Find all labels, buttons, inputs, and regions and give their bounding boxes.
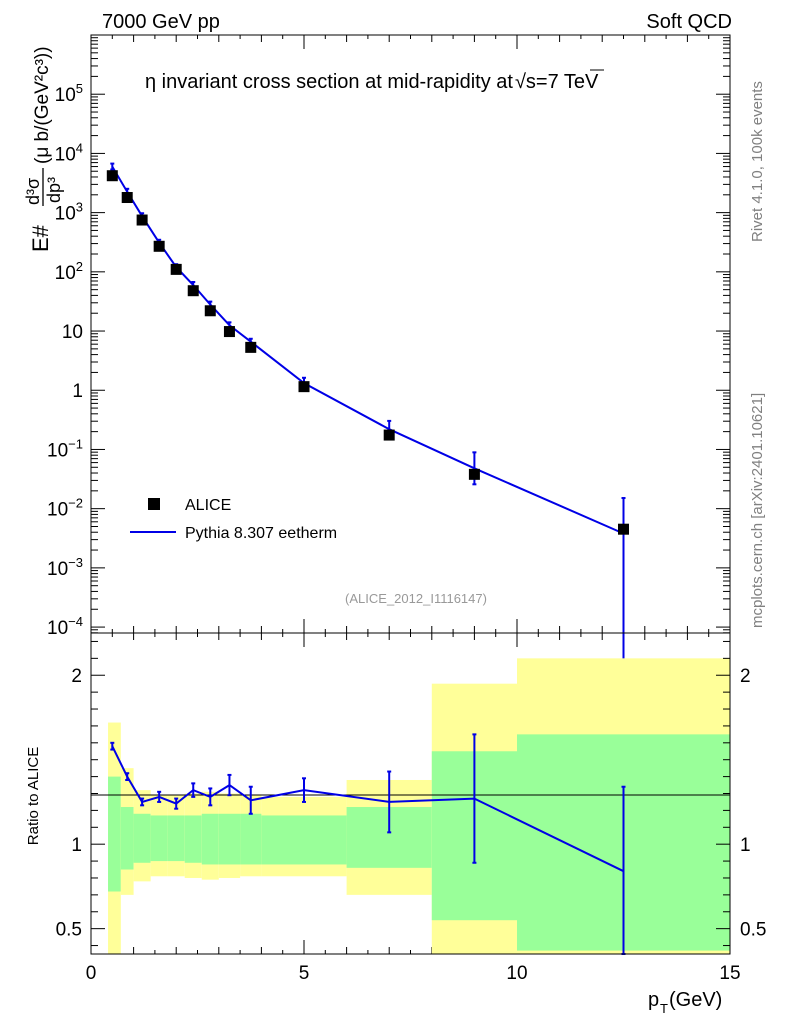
- y-tick-label-base: 10: [47, 559, 68, 580]
- chart-title-sqrt: √: [515, 71, 526, 93]
- mc-line: [111, 166, 624, 535]
- source-label: mcplots.cern.ch [arXiv:2401.10621]: [749, 393, 766, 628]
- y-tick-label-base: 10: [55, 263, 76, 284]
- y-tick-label-exponent: 2: [76, 259, 83, 274]
- inner-uncertainty-band: [120, 807, 134, 870]
- y-tick-label: 10−3: [47, 555, 83, 580]
- y-tick-label-base: 10: [55, 144, 76, 165]
- x-axis-label: p T (GeV): [648, 989, 722, 1016]
- y-tick-label: 10−2: [47, 496, 83, 521]
- y-label-unit: (μ b/(GeV²c³)): [32, 46, 53, 164]
- x-tick-label: 0: [86, 963, 97, 984]
- inner-uncertainty-band: [184, 815, 202, 863]
- y-tick-label: 10−4: [47, 614, 83, 639]
- y-tick-label-exponent: 4: [76, 140, 83, 155]
- ratio-y-tick-label: 0.5: [56, 920, 82, 941]
- data-point: [121, 192, 133, 204]
- legend-label-pythia: Pythia 8.307 eetherm: [185, 525, 337, 542]
- analysis-id: (ALICE_2012_I1116147): [345, 591, 487, 606]
- y-tick-label: 103: [55, 200, 83, 225]
- x-tick-labels: 0 5 10 15: [86, 963, 741, 984]
- x-tick-label: 15: [719, 963, 740, 984]
- y-tick-label-base: 10: [47, 500, 68, 521]
- y-tick-label-base: 10: [62, 322, 83, 343]
- inner-uncertainty-band: [240, 813, 262, 865]
- inner-uncertainty-band: [167, 815, 185, 862]
- inner-uncertainty-band: [261, 815, 347, 865]
- data-point: [170, 263, 182, 275]
- header-left: 7000 GeV pp: [102, 11, 220, 33]
- x-tick-label: 5: [299, 963, 310, 984]
- data-point: [383, 429, 395, 441]
- data-point: [468, 468, 480, 480]
- data-point: [245, 341, 257, 353]
- data-point: [298, 381, 310, 393]
- y-tick-label-exponent: −4: [68, 614, 83, 629]
- y-tick-label: 10: [62, 322, 83, 343]
- ratio-y-tick-label-right: 2: [740, 666, 751, 687]
- ratio-y-tick-label: 2: [71, 666, 82, 687]
- data-point: [187, 285, 199, 297]
- y-tick-label-base: 1: [72, 381, 83, 402]
- chart-title-energy: s=7 TeV: [526, 71, 599, 93]
- ratio-y-axis-label: Ratio to ALICE: [25, 747, 42, 845]
- inner-uncertainty-band: [218, 813, 241, 865]
- y-label-prefix: E#: [28, 224, 53, 252]
- y-tick-label: 102: [55, 259, 83, 284]
- y-tick-label: 105: [55, 81, 83, 106]
- y-tick-label: 104: [55, 140, 83, 165]
- uncertainty-bands: [108, 658, 730, 954]
- x-label-unit: (GeV): [669, 989, 722, 1011]
- data-point: [618, 523, 629, 535]
- inner-uncertainty-band: [133, 813, 151, 863]
- ratio-y-tick-labels: 0.5 0.5 1 1 2 2: [56, 666, 767, 940]
- ratio-axis-ticks: [91, 640, 730, 947]
- y-tick-label-exponent: −1: [68, 436, 83, 451]
- y-tick-label: 10−1: [47, 436, 83, 461]
- legend-marker-alice: [148, 498, 160, 510]
- ratio-series: [110, 733, 626, 955]
- legend-label-alice: ALICE: [185, 497, 231, 514]
- y-tick-label-base: 10: [47, 440, 68, 461]
- data-point: [223, 326, 235, 338]
- chart-title-main: η invariant cross section at mid-rapidit…: [145, 71, 513, 93]
- legend: ALICE Pythia 8.307 eetherm: [130, 497, 337, 542]
- y-tick-label: 1: [72, 381, 83, 402]
- rivet-version-label: Rivet 4.1.0, 100k events: [749, 81, 766, 242]
- data-point: [106, 170, 118, 182]
- y-label-numerator: d³σ: [23, 178, 43, 205]
- y-tick-label-exponent: −3: [68, 555, 83, 570]
- data-point: [153, 240, 165, 252]
- y-tick-label-exponent: 3: [76, 200, 83, 215]
- main-y-axis-label: E# d³σ dp³ (μ b/(GeV²c³)): [23, 46, 64, 252]
- data-point: [136, 214, 148, 226]
- y-tick-label-exponent: 5: [76, 81, 83, 96]
- y-label-denominator: dp³: [44, 177, 64, 203]
- ratio-y-tick-label: 1: [71, 835, 82, 856]
- y-tick-label-base: 10: [55, 85, 76, 106]
- main-panel-frame: [90, 34, 731, 634]
- x-label-sub: T: [660, 1001, 668, 1016]
- inner-uncertainty-band: [150, 815, 168, 862]
- x-label-main: p: [648, 989, 659, 1011]
- inner-uncertainty-band: [201, 813, 219, 865]
- ratio-y-tick-label-right: 1: [740, 835, 751, 856]
- y-tick-label-base: 10: [55, 204, 76, 225]
- inner-uncertainty-band: [108, 776, 121, 892]
- header-right: Soft QCD: [646, 11, 732, 33]
- data-point: [204, 305, 216, 317]
- y-tick-label-base: 10: [47, 618, 68, 639]
- y-tick-label-exponent: −2: [68, 496, 83, 511]
- x-tick-label: 10: [506, 963, 527, 984]
- alice-data-series: [106, 170, 629, 535]
- ratio-panel: 0.5 0.5 1 1 2 2 0 5 10 15 Ratio to ALICE p T (Ge…: [25, 632, 767, 1016]
- chart-title: η invariant cross section at mid-rapidit…: [145, 71, 599, 93]
- ratio-y-tick-label-right: 0.5: [740, 920, 766, 941]
